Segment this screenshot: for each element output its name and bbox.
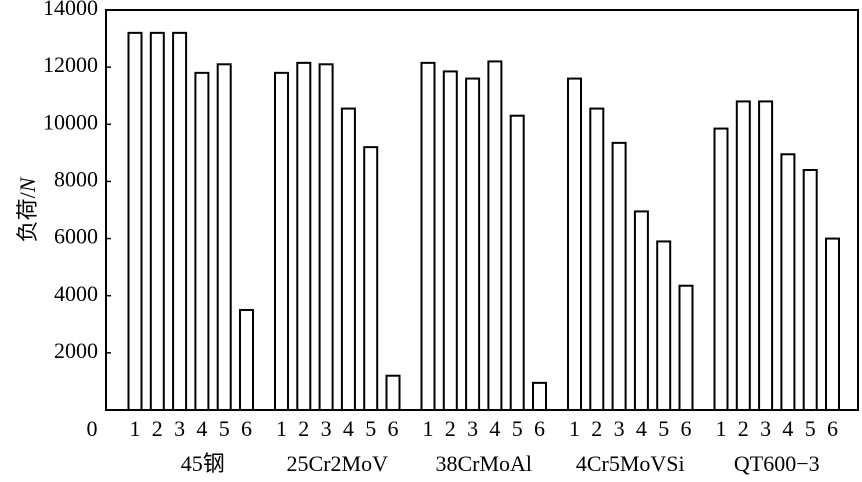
bar [216, 63, 232, 412]
bar-label: 2 [445, 416, 456, 441]
bar-label: 5 [365, 416, 376, 441]
bar [532, 381, 547, 412]
y-tick-label: 10000 [43, 109, 98, 134]
y-tick-label: 4000 [54, 281, 98, 306]
bar-label: 3 [321, 416, 332, 441]
bar-label: 6 [241, 416, 252, 441]
y-tick-label: 12000 [43, 52, 98, 77]
bar [296, 61, 312, 411]
bar [274, 71, 289, 411]
bar [713, 127, 729, 411]
y-tick-label: 0 [87, 416, 98, 441]
bar [149, 31, 165, 411]
bar-label: 5 [512, 416, 523, 441]
plot-frame [105, 9, 859, 411]
bar-label: 1 [276, 416, 287, 441]
bar-label: 2 [152, 416, 163, 441]
bar [825, 237, 840, 411]
bar [318, 63, 334, 412]
bar [611, 141, 627, 411]
bar [127, 31, 143, 411]
bar [656, 240, 672, 411]
group-label: 4Cr5MoVSi [576, 451, 685, 476]
bar [509, 114, 525, 411]
bar [420, 61, 436, 411]
bar-label: 4 [196, 416, 207, 441]
bar-label: 3 [174, 416, 185, 441]
bar-label: 6 [827, 416, 838, 441]
bar-label: 3 [467, 416, 478, 441]
bar [385, 374, 401, 412]
bar [487, 60, 503, 412]
bar [802, 169, 818, 411]
bar [239, 309, 254, 411]
bar [465, 77, 481, 411]
bar [172, 31, 188, 411]
bar-label: 2 [298, 416, 309, 441]
bar [442, 70, 458, 412]
bar-label: 1 [716, 416, 727, 441]
bar [589, 107, 605, 411]
bar-label: 5 [219, 416, 230, 441]
bar [678, 284, 694, 412]
bar-label: 5 [805, 416, 816, 441]
bar [363, 146, 379, 411]
y-tick-label: 8000 [54, 166, 98, 191]
bar [735, 100, 751, 412]
y-tick-label: 6000 [54, 224, 98, 249]
bar-label: 5 [658, 416, 669, 441]
bar [780, 153, 796, 411]
bar-label: 4 [782, 416, 793, 441]
group-label: QT600−3 [734, 451, 820, 476]
bar-label: 2 [591, 416, 602, 441]
bar-label: 2 [738, 416, 749, 441]
bar-label: 3 [760, 416, 771, 441]
bar-label: 1 [569, 416, 580, 441]
bar [567, 77, 582, 411]
bar [340, 107, 356, 411]
y-tick-label: 14000 [43, 0, 98, 20]
bar-label: 4 [489, 416, 500, 441]
bar-label: 1 [423, 416, 434, 441]
bar [194, 71, 210, 411]
y-tick-label: 2000 [54, 338, 98, 363]
bar [633, 210, 649, 411]
y-label-text: 负荷/ [15, 191, 40, 242]
bar-label: 6 [681, 416, 692, 441]
bar [758, 100, 774, 412]
bar-label: 3 [614, 416, 625, 441]
bar-label: 6 [534, 416, 545, 441]
bar-label: 6 [388, 416, 399, 441]
y-axis-label: 负荷/N [15, 176, 40, 242]
group-label: 45钢 [181, 451, 225, 476]
group-label: 25Cr2MoV [287, 451, 389, 476]
bar-label: 4 [343, 416, 354, 441]
bar-label: 1 [130, 416, 141, 441]
bar-label: 4 [636, 416, 647, 441]
group-label: 38CrMoAl [435, 451, 532, 476]
y-label-unit: N [15, 176, 40, 193]
